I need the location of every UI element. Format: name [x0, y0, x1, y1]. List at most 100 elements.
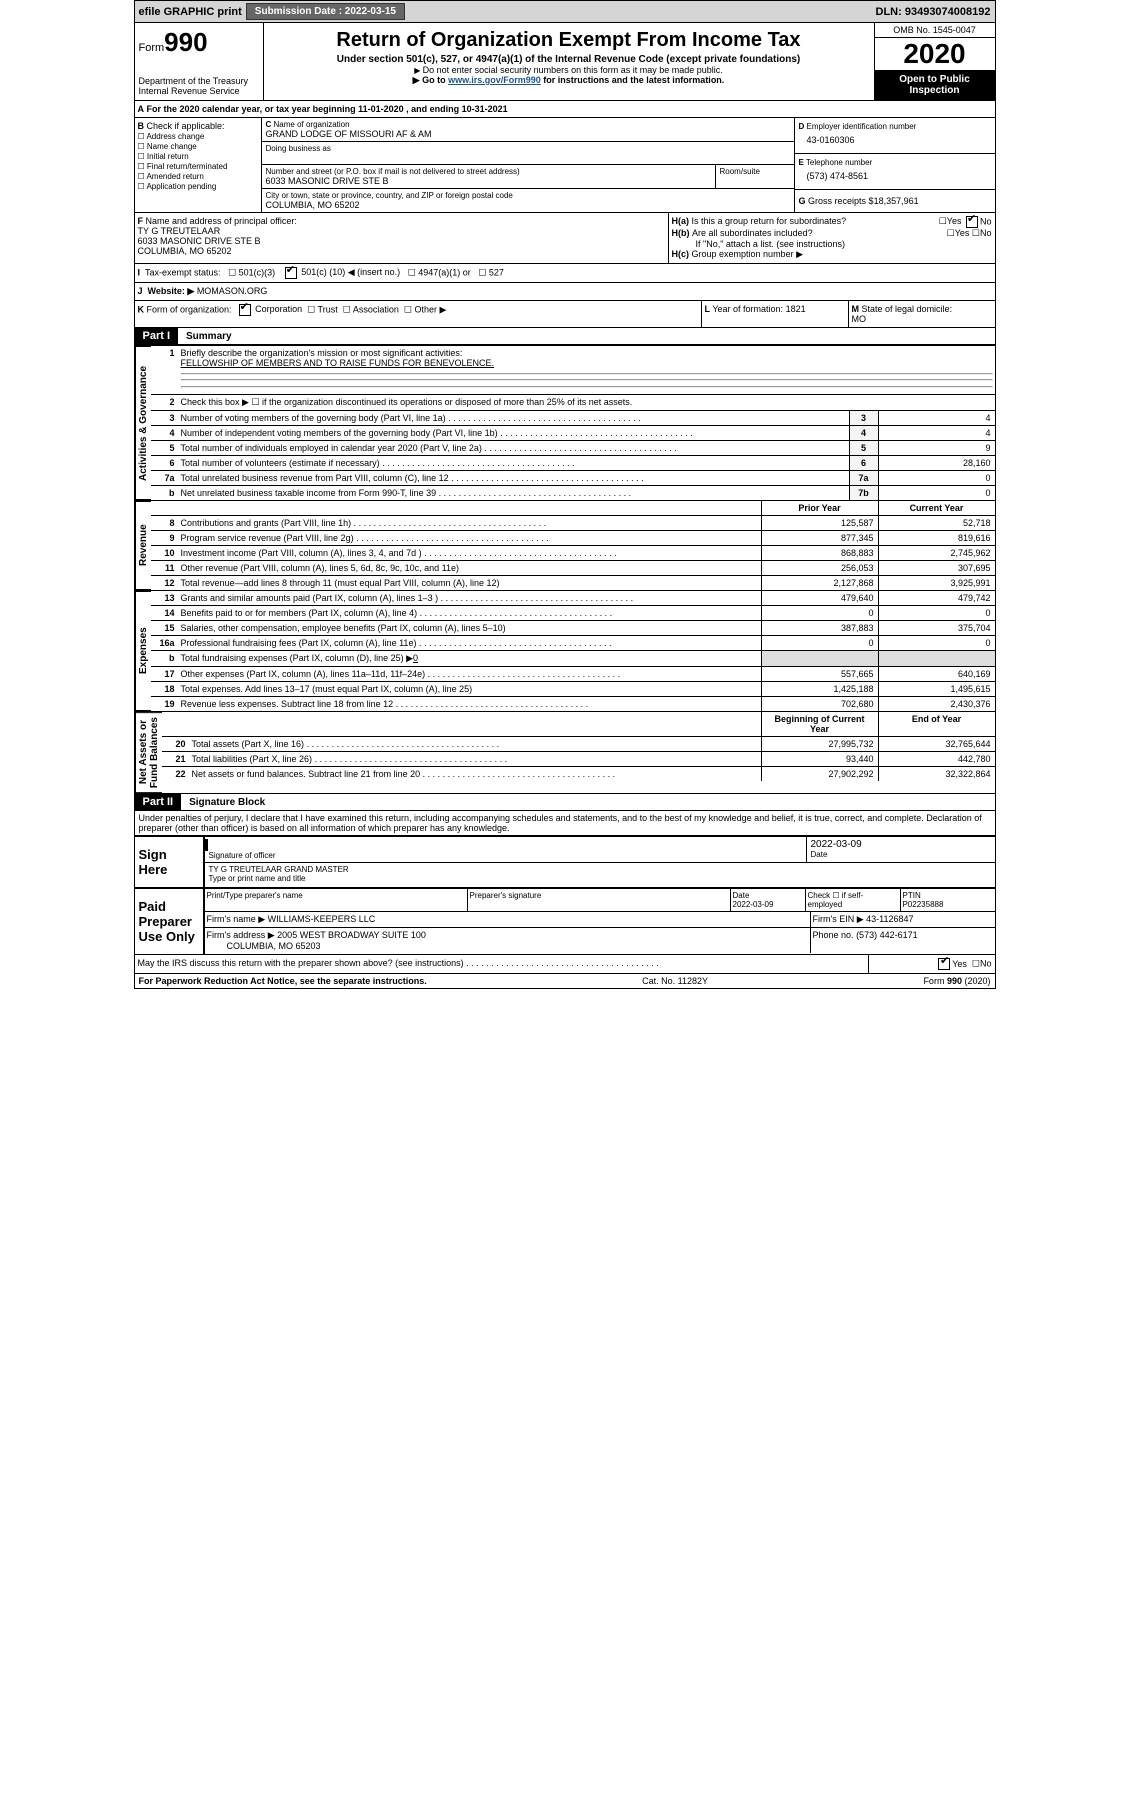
l1-text: Briefly describe the organization's miss…	[181, 348, 463, 358]
tax-year: 2020	[875, 38, 995, 70]
l18-text: Total expenses. Add lines 13–17 (must eq…	[181, 684, 473, 694]
tax-status-lbl: Tax-exempt status:	[145, 267, 221, 277]
cb-527[interactable]: ☐ 527	[478, 267, 504, 277]
form-label: Form990	[139, 27, 259, 58]
cb-address-change[interactable]: ☐ Address change	[138, 132, 205, 141]
l7b-text: Net unrelated business taxable income fr…	[181, 488, 437, 498]
hb-yes[interactable]: ☐Yes	[947, 228, 970, 239]
l3-text: Number of voting members of the governin…	[181, 413, 446, 423]
street-lbl: Number and street (or P.O. box if mail i…	[266, 167, 711, 176]
ein: 43-0160306	[799, 131, 991, 149]
l7b-val: 0	[878, 486, 995, 500]
l18-prior: 1,425,188	[761, 682, 878, 696]
l15-text: Salaries, other compensation, employee b…	[181, 623, 506, 633]
form-subtitle: Under section 501(c), 527, or 4947(a)(1)…	[268, 54, 870, 65]
domicile-lbl: State of legal domicile:	[862, 304, 953, 314]
l16a-curr: 0	[878, 636, 995, 650]
gross-lbl: Gross receipts $	[808, 196, 874, 206]
l17-prior: 557,665	[761, 667, 878, 681]
part1-badge: Part I	[135, 328, 179, 344]
form-footer: Form 990 (2020)	[923, 976, 990, 986]
self-employed[interactable]: Check ☐ if self-employed	[806, 889, 901, 911]
l13-prior: 479,640	[761, 591, 878, 605]
l12-curr: 3,925,991	[878, 576, 995, 590]
discuss-no[interactable]: ☐No	[972, 959, 992, 969]
l12-text: Total revenue—add lines 8 through 11 (mu…	[181, 578, 500, 588]
discuss-yes[interactable]: Yes	[936, 959, 967, 969]
ein-lbl: Employer identification number	[807, 122, 917, 131]
domicile: MO	[852, 314, 867, 324]
l14-curr: 0	[878, 606, 995, 620]
cb-name-change[interactable]: ☐ Name change	[138, 142, 197, 151]
l16b-text: Total fundraising expenses (Part IX, col…	[181, 653, 414, 663]
l20-prior: 27,995,732	[761, 737, 878, 751]
city-lbl: City or town, state or province, country…	[266, 191, 790, 200]
part2-badge: Part II	[135, 794, 182, 810]
l22-curr: 32,322,864	[878, 767, 995, 781]
l12-prior: 2,127,868	[761, 576, 878, 590]
submission-date-button[interactable]: Submission Date : 2022-03-15	[246, 3, 405, 20]
sig-officer-lbl: Signature of officer	[209, 851, 802, 860]
l16a-prior: 0	[761, 636, 878, 650]
l10-curr: 2,745,962	[878, 546, 995, 560]
hb-lbl: Are all subordinates included?	[692, 228, 947, 239]
l17-text: Other expenses (Part IX, column (A), lin…	[181, 669, 426, 679]
l10-prior: 868,883	[761, 546, 878, 560]
instructions-link[interactable]: www.irs.gov/Form990	[448, 75, 541, 85]
ha-yes[interactable]: ☐Yes	[939, 216, 962, 228]
note-ssn: Do not enter social security numbers on …	[268, 65, 870, 75]
l21-curr: 442,780	[878, 752, 995, 766]
part2-title: Signature Block	[189, 797, 265, 808]
l18-curr: 1,495,615	[878, 682, 995, 696]
cb-initial-return[interactable]: ☐ Initial return	[138, 152, 189, 161]
ha-no[interactable]: No	[964, 216, 992, 228]
cb-amended[interactable]: ☐ Amended return	[138, 172, 204, 181]
l10-text: Investment income (Part VIII, column (A)…	[181, 548, 422, 558]
l19-text: Revenue less expenses. Subtract line 18 …	[181, 699, 394, 709]
part1-title: Summary	[186, 331, 232, 342]
l11-text: Other revenue (Part VIII, column (A), li…	[181, 563, 459, 573]
cb-trust[interactable]: ☐ Trust	[307, 304, 338, 314]
l11-prior: 256,053	[761, 561, 878, 575]
cb-other[interactable]: ☐ Other ▶	[404, 304, 447, 314]
sign-here-lbl: Sign Here	[135, 837, 203, 887]
cb-4947[interactable]: ☐ 4947(a)(1) or	[408, 267, 471, 277]
dept-label: Department of the Treasury Internal Reve…	[139, 76, 259, 96]
firm-ein-lbl: Firm's EIN ▶	[813, 914, 864, 924]
name-lbl: Name of organization	[274, 120, 350, 129]
cb-final-return[interactable]: ☐ Final return/terminated	[138, 162, 228, 171]
mission: FELLOWSHIP OF MEMBERS AND TO RAISE FUNDS…	[181, 358, 495, 368]
l11-curr: 307,695	[878, 561, 995, 575]
l4-val: 4	[878, 426, 995, 440]
hb-no[interactable]: ☐No	[972, 228, 992, 239]
l9-prior: 877,345	[761, 531, 878, 545]
check-icon	[938, 958, 950, 970]
open-inspection: Open to Public Inspection	[875, 70, 995, 100]
l6-text: Total number of volunteers (estimate if …	[181, 458, 380, 468]
l8-text: Contributions and grants (Part VIII, lin…	[181, 518, 352, 528]
form-org-lbl: Form of organization:	[147, 304, 232, 314]
dba-lbl: Doing business as	[266, 144, 790, 153]
topbar: efile GRAPHIC print Submission Date : 20…	[135, 1, 995, 22]
cb-501c3[interactable]: ☐ 501(c)(3)	[228, 267, 275, 277]
l9-text: Program service revenue (Part VIII, line…	[181, 533, 354, 543]
discuss-text: May the IRS discuss this return with the…	[138, 958, 464, 968]
l20-text: Total assets (Part X, line 16)	[192, 739, 305, 749]
line-a: For the 2020 calendar year, or tax year …	[147, 104, 508, 114]
website: MOMASON.ORG	[197, 286, 268, 296]
firm-addr2: COLUMBIA, MO 65203	[227, 941, 321, 951]
ha-lbl: Is this a group return for subordinates?	[692, 216, 939, 228]
year-formation: 1821	[786, 304, 806, 314]
l19-prior: 702,680	[761, 697, 878, 711]
omb-number: OMB No. 1545-0047	[875, 23, 995, 38]
phone: (573) 474-8561	[799, 167, 991, 185]
firm-ein: 43-1126847	[866, 914, 913, 924]
firm-name: WILLIAMS-KEEPERS LLC	[268, 914, 376, 924]
l4-text: Number of independent voting members of …	[181, 428, 498, 438]
cb-assoc[interactable]: ☐ Association	[343, 304, 399, 314]
l17-curr: 640,169	[878, 667, 995, 681]
cb-501c[interactable]: 501(c) (10) ◀ (insert no.)	[283, 267, 400, 277]
cb-corp[interactable]: Corporation	[237, 304, 303, 314]
tab-net-assets: Net Assets or Fund Balances	[135, 712, 162, 793]
cb-application-pending[interactable]: ☐ Application pending	[138, 182, 217, 191]
